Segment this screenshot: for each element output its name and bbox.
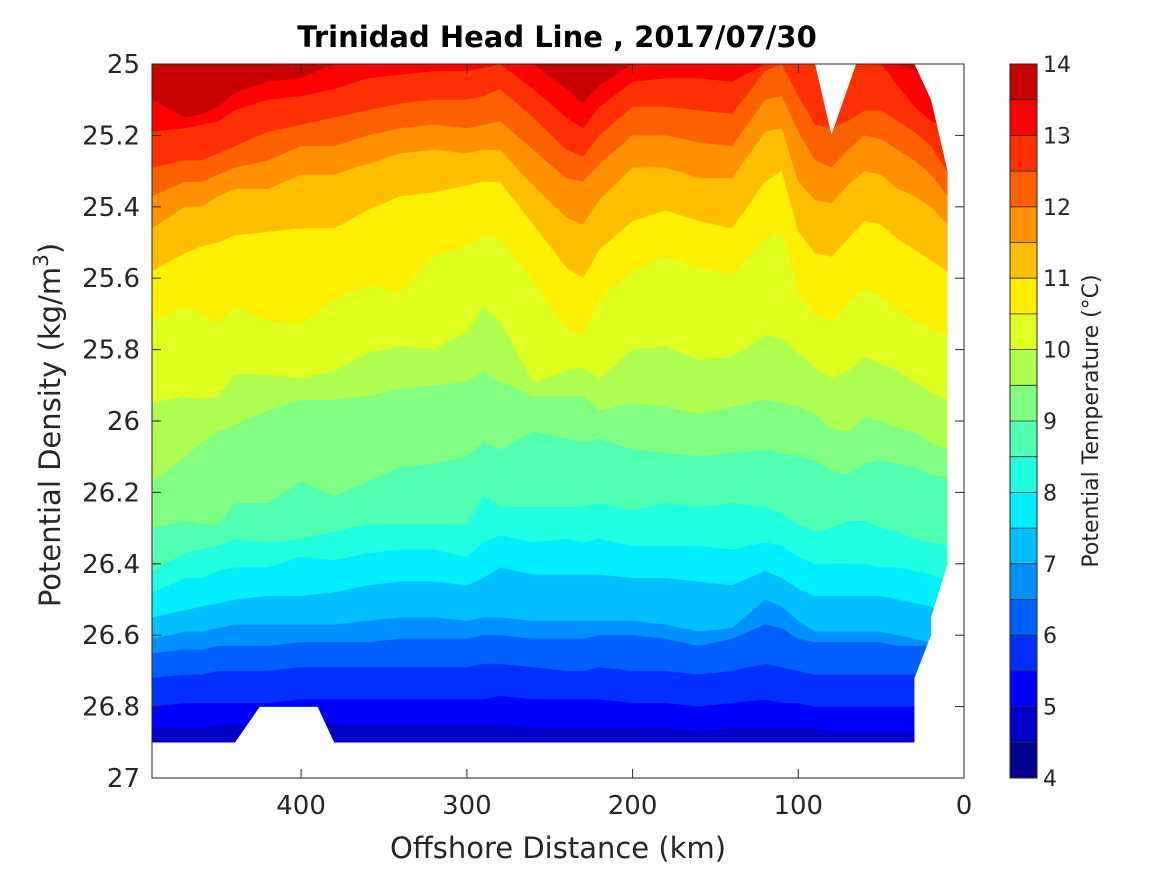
plot-area: 400 300 200 100 0 25 25.2 25.4 25.6 25.8 26 26.2 26… — [82, 50, 972, 821]
y-tick-label: 25.8 — [82, 336, 140, 366]
colorbar: 4 5 6 7 8 9 10 11 12 13 14 Potential Temperature (… — [1009, 53, 1104, 792]
x-tick-label: 200 — [608, 791, 658, 821]
colorbar-swatch — [1010, 349, 1037, 386]
colorbar-tick-label: 6 — [1043, 624, 1057, 649]
colorbar-swatch — [1010, 99, 1037, 136]
x-axis-label: Offshore Distance (km) — [390, 831, 726, 865]
colorbar-swatch — [1010, 492, 1037, 529]
colorbar-tick-label: 11 — [1043, 267, 1071, 292]
colorbar-swatch — [1010, 242, 1037, 279]
colorbar-tick-label: 14 — [1043, 53, 1071, 78]
y-tick-label: 25.4 — [82, 193, 140, 223]
colorbar-tick-label: 13 — [1043, 124, 1071, 149]
y-tick-label: 27 — [107, 764, 140, 794]
colorbar-ticks: 4 5 6 7 8 9 10 11 12 13 14 — [1043, 53, 1071, 792]
colorbar-frame — [1009, 63, 1038, 779]
colorbar-tick-label: 12 — [1043, 196, 1071, 221]
colorbar-bands — [1010, 64, 1037, 779]
x-tick-label: 400 — [276, 791, 326, 821]
y-tick-label: 26 — [107, 407, 140, 437]
colorbar-tick-label: 5 — [1043, 696, 1057, 721]
chart-title: Trinidad Head Line , 2017/07/30 — [297, 20, 817, 54]
y-tick-label: 26.2 — [82, 478, 140, 508]
y-tick-label: 25.6 — [82, 264, 140, 294]
x-tick-label: 100 — [773, 791, 823, 821]
colorbar-tick-label: 9 — [1043, 410, 1057, 435]
colorbar-swatch — [1010, 635, 1037, 672]
colorbar-swatch — [1010, 706, 1037, 743]
colorbar-tick-label: 4 — [1043, 767, 1057, 792]
colorbar-swatch — [1010, 385, 1037, 422]
y-tick-label: 25 — [107, 50, 140, 80]
colorbar-swatch — [1010, 278, 1037, 315]
colorbar-swatch — [1010, 670, 1037, 707]
plot-frame — [151, 63, 965, 779]
colorbar-label: Potential Temperature (°C) — [1079, 274, 1104, 567]
x-tick-label: 300 — [442, 791, 492, 821]
y-axis-label-superscript: 3 — [29, 254, 53, 267]
colorbar-swatch — [1010, 206, 1037, 243]
y-tick-label: 25.2 — [82, 121, 140, 151]
x-ticks: 400 300 200 100 0 — [276, 64, 972, 821]
contour-band-below-4.5 — [152, 724, 948, 743]
colorbar-swatch — [1010, 421, 1037, 458]
y-ticks: 25 25.2 25.4 25.6 25.8 26 26.2 26.4 26.6 26.8 27 — [82, 50, 964, 794]
colorbar-swatch — [1010, 64, 1037, 101]
colorbar-tick-label: 8 — [1043, 481, 1057, 506]
colorbar-swatch — [1010, 563, 1037, 600]
colorbar-swatch — [1010, 135, 1037, 172]
colorbar-swatch — [1010, 742, 1037, 779]
colorbar-swatch — [1010, 456, 1037, 493]
colorbar-swatch — [1010, 599, 1037, 636]
colorbar-swatch — [1010, 313, 1037, 350]
y-tick-label: 26.8 — [82, 693, 140, 723]
y-tick-label: 26.4 — [82, 550, 140, 580]
colorbar-tick-label: 7 — [1043, 553, 1057, 578]
colorbar-swatch — [1010, 171, 1037, 208]
y-axis-label: Potential Density (kg/m3) — [29, 243, 67, 607]
colorbar-tick-label: 10 — [1043, 339, 1071, 364]
colorbar-swatch — [1010, 528, 1037, 565]
contour-bands — [152, 64, 948, 743]
y-tick-label: 26.6 — [82, 621, 140, 651]
x-tick-label: 0 — [956, 791, 973, 821]
